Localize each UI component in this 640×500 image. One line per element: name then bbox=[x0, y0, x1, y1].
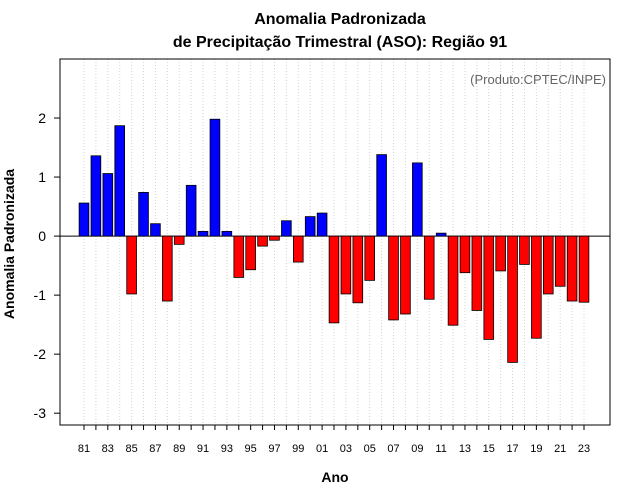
product-annotation: (Produto:CPTEC/INPE) bbox=[470, 72, 606, 87]
x-tick-label: 03 bbox=[340, 443, 352, 455]
chart-subtitle: de Precipitação Trimestral (ASO): Região… bbox=[173, 34, 507, 51]
bar-01 bbox=[316, 212, 328, 237]
x-tick-label: 07 bbox=[387, 443, 399, 455]
x-tick-label: 17 bbox=[506, 443, 518, 455]
bar-00 bbox=[304, 216, 316, 237]
bar-85 bbox=[126, 235, 137, 295]
bar-95 bbox=[245, 235, 256, 271]
bar-92 bbox=[209, 118, 221, 237]
bar-98 bbox=[281, 220, 292, 237]
bar-88 bbox=[162, 235, 173, 302]
y-tick-label: -3 bbox=[34, 405, 47, 421]
bar-02 bbox=[328, 235, 340, 324]
x-tick-label: 95 bbox=[245, 443, 257, 455]
x-tick-label: 05 bbox=[364, 443, 376, 455]
bar-05 bbox=[364, 235, 375, 281]
x-axis: 81 83 85 87 89 91 93 95 97 99 01 03 05 07 09 11 13 15 17 19… bbox=[78, 425, 590, 455]
bar-22 bbox=[566, 235, 578, 302]
bars bbox=[78, 118, 590, 363]
bar-93 bbox=[221, 230, 233, 237]
bar-16 bbox=[495, 235, 506, 272]
chart-title: Anomalia Padronizada bbox=[254, 11, 426, 28]
x-tick-label: 89 bbox=[173, 443, 185, 455]
bar-91 bbox=[197, 230, 209, 237]
x-tick-label: 91 bbox=[197, 443, 209, 455]
bar-11 bbox=[435, 232, 447, 237]
bar-17 bbox=[507, 235, 518, 363]
bar-87 bbox=[150, 223, 161, 237]
x-tick-label: 11 bbox=[435, 443, 446, 455]
y-axis-title: Anomalia Padronizada bbox=[1, 169, 17, 319]
x-tick-label: 01 bbox=[316, 443, 328, 455]
bar-81 bbox=[78, 202, 90, 237]
bar-82 bbox=[90, 155, 102, 237]
x-tick-label: 93 bbox=[221, 443, 233, 455]
bar-97 bbox=[269, 235, 280, 241]
bar-19 bbox=[531, 235, 542, 339]
y-tick-label: 0 bbox=[38, 228, 46, 244]
bar-18 bbox=[519, 235, 530, 265]
bar-07 bbox=[388, 235, 399, 321]
x-tick-label: 87 bbox=[149, 443, 161, 455]
bar-13 bbox=[459, 235, 471, 274]
x-tick-label: 83 bbox=[102, 443, 114, 455]
bar-15 bbox=[483, 235, 495, 340]
bar-84 bbox=[114, 125, 125, 237]
bar-83 bbox=[102, 173, 114, 237]
bar-08 bbox=[400, 235, 411, 315]
bar-23 bbox=[578, 235, 590, 303]
bar-03 bbox=[340, 235, 352, 295]
bar-86 bbox=[138, 192, 149, 237]
bar-99 bbox=[293, 235, 304, 263]
y-tick-label: -1 bbox=[34, 287, 47, 303]
bar-04 bbox=[352, 235, 364, 304]
x-tick-label: 09 bbox=[411, 443, 423, 455]
bar-06 bbox=[376, 154, 387, 237]
bar-96 bbox=[257, 235, 268, 247]
x-tick-label: 97 bbox=[268, 443, 280, 455]
x-tick-label: 81 bbox=[78, 443, 90, 455]
x-tick-label: 21 bbox=[554, 443, 566, 455]
x-tick-label: 13 bbox=[459, 443, 471, 455]
y-tick-label: 2 bbox=[38, 110, 46, 126]
bar-21 bbox=[554, 235, 566, 287]
bar-89 bbox=[173, 235, 185, 245]
bar-10 bbox=[423, 235, 435, 300]
x-tick-label: 85 bbox=[125, 443, 137, 455]
bar-90 bbox=[185, 184, 197, 237]
bar-14 bbox=[471, 235, 483, 311]
y-tick-label: 1 bbox=[38, 169, 46, 185]
x-axis-title: Ano bbox=[321, 469, 348, 485]
y-tick-label: -2 bbox=[34, 346, 47, 362]
x-tick-label: 23 bbox=[578, 443, 590, 455]
plot-frame bbox=[59, 58, 611, 426]
y-axis: -3 -2 -1 0 1 2 bbox=[34, 110, 60, 421]
x-tick-label: 99 bbox=[292, 443, 304, 455]
bar-94 bbox=[233, 235, 245, 278]
x-tick-label: 19 bbox=[530, 443, 542, 455]
bar-20 bbox=[543, 235, 554, 295]
bar-12 bbox=[447, 235, 459, 326]
x-tick-label: 15 bbox=[483, 443, 495, 455]
bar-09 bbox=[412, 162, 423, 237]
